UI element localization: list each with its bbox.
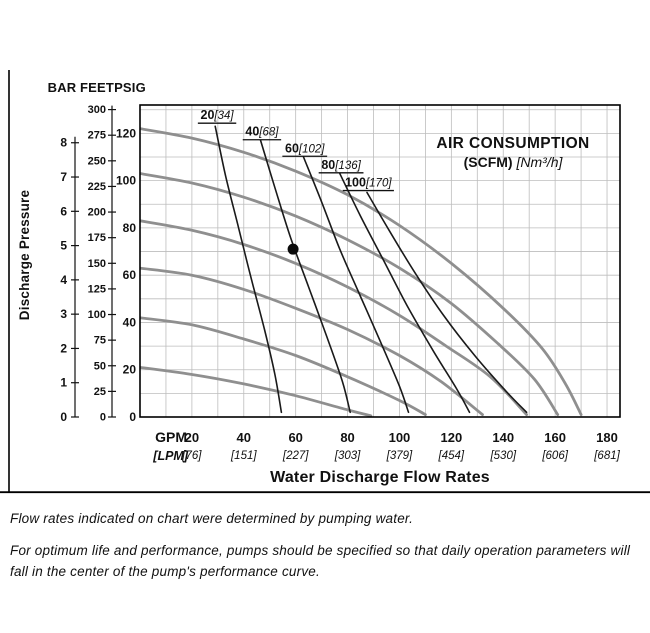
bar-tick-label: 5 xyxy=(60,239,67,253)
lpm-tick-label: [151] xyxy=(230,450,257,462)
curves-layer xyxy=(140,125,583,417)
air-curve-label-nm3h: [136] xyxy=(334,160,361,172)
air-curve-label-nm3h: [102] xyxy=(298,143,325,155)
lpm-tick-label: [227] xyxy=(282,450,309,462)
psig-axis-header: PSIG xyxy=(114,80,146,95)
air-curve-label-nm3h: [68] xyxy=(258,127,279,139)
feet-axis-header: FEET xyxy=(80,80,114,95)
bar-tick-label: 2 xyxy=(60,341,67,355)
performance-curve-20-psig xyxy=(140,366,373,417)
footnote-2: For optimum life and performance, pumps … xyxy=(10,542,631,579)
pump-performance-chart: 8765432103002752502252001751501251007550… xyxy=(0,70,650,494)
bar-tick-label: 6 xyxy=(60,204,67,218)
chart-generated-layer: 8765432103002752502252001751501251007550… xyxy=(0,70,650,494)
feet-tick-label: 0 xyxy=(100,412,106,424)
grid xyxy=(140,105,620,417)
gpm-tick-label: 140 xyxy=(492,430,514,445)
air-consumption-units: (SCFM) [Nm³/h] xyxy=(464,154,564,170)
feet-tick-label: 100 xyxy=(88,309,106,321)
footnote-1: Flow rates indicated on chart were deter… xyxy=(10,511,414,526)
gpm-tick-label: 60 xyxy=(288,430,302,445)
footnotes: Flow rates indicated on chart were deter… xyxy=(0,497,650,583)
air-curve-label-nm3h: [34] xyxy=(213,110,234,122)
bar-tick-label: 4 xyxy=(60,273,67,287)
feet-tick-label: 75 xyxy=(94,335,106,347)
bar-tick-label: 1 xyxy=(60,376,67,390)
gpm-unit-label: GPM xyxy=(155,429,187,445)
air-curve-label-scfm: 80 xyxy=(321,158,335,172)
gpm-tick-label: 80 xyxy=(340,430,354,445)
lpm-tick-label: [454] xyxy=(438,450,465,462)
feet-tick-label: 250 xyxy=(88,155,106,167)
lpm-unit-label: [LPM] xyxy=(152,449,189,463)
left-scales xyxy=(71,105,116,418)
air-curve-100-scfm xyxy=(366,191,528,414)
scale-labels: 8765432103002752502252001751501251007550… xyxy=(60,104,620,462)
plot-border xyxy=(139,104,621,418)
psig-tick-label: 20 xyxy=(123,363,137,377)
feet-tick-label: 275 xyxy=(88,130,106,142)
lpm-tick-label: [606] xyxy=(541,450,568,462)
air-curve-label: 40[68] xyxy=(245,125,279,139)
air-consumption-title: AIR CONSUMPTION xyxy=(436,135,589,152)
bar-tick-label: 7 xyxy=(60,170,67,184)
psig-tick-label: 100 xyxy=(116,174,136,188)
bar-tick-label: 0 xyxy=(60,410,67,424)
lpm-tick-label: [379] xyxy=(386,450,413,462)
feet-tick-label: 25 xyxy=(94,386,106,398)
gpm-tick-label: 180 xyxy=(596,430,618,445)
air-curve-label-nm3h: [170] xyxy=(365,178,392,190)
air-curve-20-scfm xyxy=(214,125,283,414)
air-curve-label: 100[170] xyxy=(345,176,392,190)
bar-tick-label: 8 xyxy=(60,136,67,150)
feet-tick-label: 125 xyxy=(88,283,106,295)
air-curve-label-scfm: 60 xyxy=(285,141,299,155)
psig-tick-label: 120 xyxy=(116,126,136,140)
performance-curve-40-psig xyxy=(140,316,427,416)
bar-tick-label: 3 xyxy=(60,307,67,321)
scfm-unit-label: (SCFM) xyxy=(464,154,513,170)
lpm-tick-label: [303] xyxy=(334,450,361,462)
performance-curve-100-psig xyxy=(140,172,560,416)
psig-tick-label: 40 xyxy=(123,315,137,329)
lpm-tick-label: [76] xyxy=(181,450,202,462)
gpm-tick-label: 40 xyxy=(237,430,251,445)
air-curve-60-scfm xyxy=(302,156,410,414)
lpm-tick-label: [681] xyxy=(593,450,620,462)
air-curve-40-scfm xyxy=(259,139,351,414)
air-curve-80-scfm xyxy=(339,172,471,414)
air-curve-label: 20[34] xyxy=(201,108,235,122)
gpm-tick-label: 20 xyxy=(185,430,199,445)
psig-tick-label: 80 xyxy=(123,221,137,235)
operating-point-marker xyxy=(287,243,299,255)
x-axis-title: Water Discharge Flow Rates xyxy=(270,469,490,486)
gpm-tick-label: 160 xyxy=(544,430,566,445)
gpm-tick-label: 120 xyxy=(440,430,462,445)
psig-tick-label: 0 xyxy=(129,410,136,424)
bar-axis-header: BAR xyxy=(48,80,77,95)
feet-tick-label: 150 xyxy=(88,258,106,270)
performance-curve-80-psig xyxy=(140,219,528,416)
feet-tick-label: 175 xyxy=(88,232,106,244)
air-curve-label: 60[102] xyxy=(285,141,325,155)
air-curve-label-scfm: 40 xyxy=(245,125,259,139)
feet-tick-label: 200 xyxy=(88,207,106,219)
air-curve-label-scfm: 100 xyxy=(345,176,366,190)
y-axis-title: Discharge Pressure xyxy=(17,189,32,320)
performance-curve-120-psig xyxy=(140,127,583,416)
air-curve-label-scfm: 20 xyxy=(201,108,215,122)
feet-tick-label: 225 xyxy=(88,181,106,193)
performance-curve-60-psig xyxy=(140,266,484,416)
air-curve-label: 80[136] xyxy=(321,158,361,172)
gpm-tick-label: 100 xyxy=(389,430,411,445)
psig-tick-label: 60 xyxy=(123,268,137,282)
feet-tick-label: 50 xyxy=(94,360,106,372)
nm3h-unit-label: [Nm³/h] xyxy=(516,154,564,170)
lpm-tick-label: [530] xyxy=(489,450,516,462)
feet-tick-label: 300 xyxy=(88,104,106,116)
